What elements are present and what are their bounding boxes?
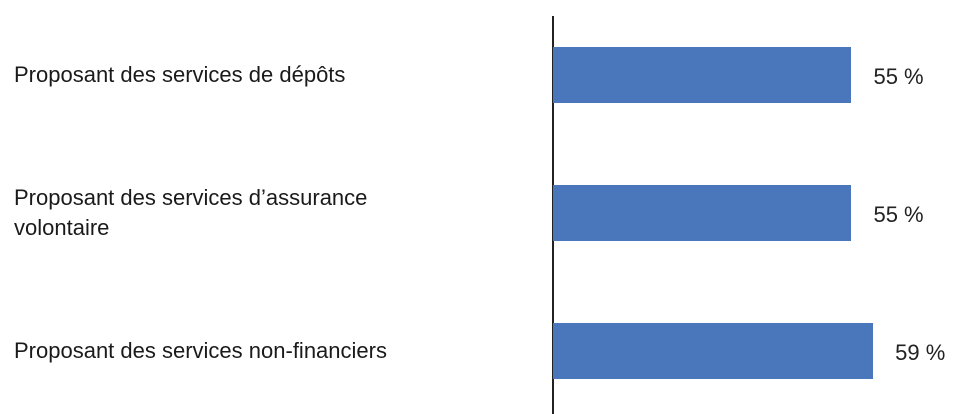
bar xyxy=(553,185,852,241)
value-label: 55 % xyxy=(873,202,924,227)
value-label: 59 % xyxy=(895,340,946,365)
category-label: Proposant des services d’assurance volon… xyxy=(14,185,368,240)
value-label: 55 % xyxy=(873,64,924,89)
bar xyxy=(553,47,852,103)
axis-line xyxy=(552,16,554,414)
category-label: Proposant des services non-financiers xyxy=(14,338,387,363)
category-label: Proposant des services de dépôts xyxy=(14,62,346,87)
bar xyxy=(553,323,874,379)
